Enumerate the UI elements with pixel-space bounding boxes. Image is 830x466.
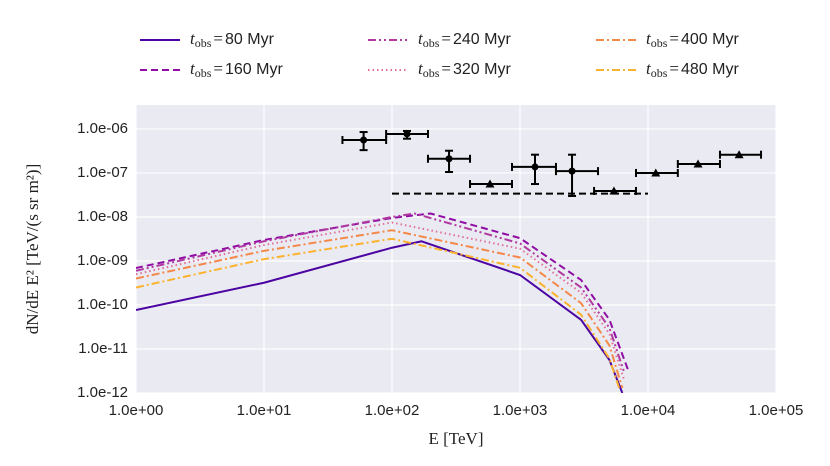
legend-subscript: obs: [651, 36, 668, 50]
legend-entry: tobs = 160 Myr: [190, 59, 283, 80]
series-line: [136, 221, 626, 381]
y-tick-label: 1.0e-09: [77, 252, 128, 269]
legend-label: 80 Myr: [225, 31, 275, 48]
point-marker: [531, 163, 539, 171]
series-line: [136, 212, 630, 371]
legend-symbol: t: [646, 29, 652, 48]
legend-label: 240 Myr: [453, 31, 511, 48]
legend-symbol: t: [418, 29, 424, 48]
x-axis-label: E [TeV]: [429, 429, 484, 448]
legend-symbol: t: [646, 59, 652, 78]
legend-relation: =: [213, 59, 223, 78]
y-tick-label: 1.0e-12: [77, 384, 128, 401]
series-line: [136, 212, 625, 373]
legend-entry: tobs = 320 Myr: [418, 59, 511, 80]
y-tick-label: 1.0e-11: [78, 340, 128, 357]
legend-relation: =: [669, 29, 679, 48]
plot: [136, 129, 763, 393]
legend-symbol: t: [190, 59, 196, 78]
axes: 1.0e+00 1.0e+01 1.0e+02 1.0e+03 1.0e+04 1.0e+…: [77, 120, 803, 419]
point-marker: [734, 150, 744, 159]
legend-symbol: t: [190, 29, 196, 48]
point-marker: [360, 136, 368, 144]
point-marker: [403, 130, 411, 138]
legend-relation: =: [669, 59, 679, 78]
legend-relation: =: [213, 29, 223, 48]
legend-subscript: obs: [423, 66, 440, 80]
legend-label: 480 Myr: [681, 61, 739, 78]
y-tick-label: 1.0e-06: [77, 120, 128, 137]
legend-label: 400 Myr: [681, 31, 739, 48]
series-line: [136, 240, 624, 393]
x-tick-label: 1.0e+04: [621, 402, 676, 419]
legend-entry: tobs = 80 Myr: [190, 29, 275, 50]
legend-relation: =: [441, 59, 451, 78]
point-marker: [445, 155, 453, 163]
point-marker: [609, 186, 619, 195]
legend-subscript: obs: [423, 36, 440, 50]
point-marker: [568, 167, 576, 175]
x-tick-label: 1.0e+00: [109, 402, 164, 419]
y-tick-label: 1.0e-07: [77, 164, 128, 181]
point-marker: [651, 168, 661, 177]
plot-area: [136, 105, 776, 393]
legend-subscript: obs: [651, 66, 668, 80]
legend-label: 160 Myr: [225, 61, 283, 78]
y-axis-label: dN/dE E² [TeV/(s sr m²)]: [23, 164, 42, 334]
series-line: [136, 229, 624, 389]
y-tick-label: 1.0e-08: [77, 208, 128, 225]
legend-subscript: obs: [195, 66, 212, 80]
y-tick-label: 1.0e-10: [77, 296, 128, 313]
x-tick-label: 1.0e+05: [749, 402, 804, 419]
x-tick-label: 1.0e+03: [493, 402, 548, 419]
x-tick-label: 1.0e+01: [237, 402, 292, 419]
legend-entry: tobs = 480 Myr: [646, 59, 739, 80]
legend-relation: =: [441, 29, 451, 48]
legend-subscript: obs: [195, 36, 212, 50]
x-tick-label: 1.0e+02: [365, 402, 420, 419]
point-marker: [693, 159, 703, 168]
point-marker: [485, 179, 495, 188]
legend-symbol: t: [418, 59, 424, 78]
legend-entry: tobs = 400 Myr: [646, 29, 739, 50]
legend-entry: tobs = 240 Myr: [418, 29, 511, 50]
grid: [135, 105, 777, 394]
series-line: [136, 237, 621, 390]
legend-label: 320 Myr: [453, 61, 511, 78]
